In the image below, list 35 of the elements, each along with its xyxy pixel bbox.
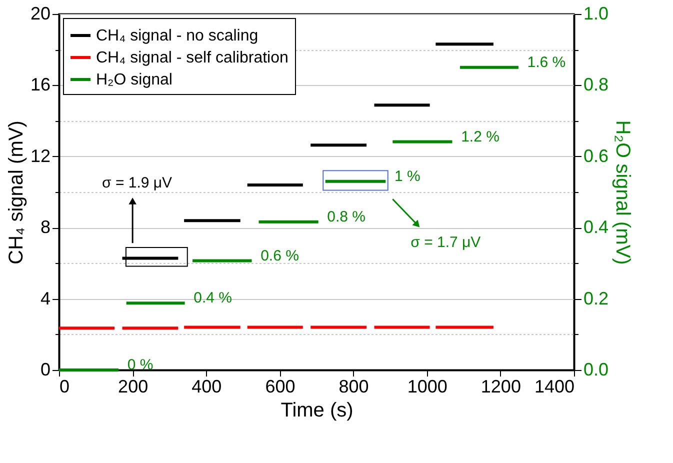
legend-label: H₂O signal [96, 72, 172, 88]
x-tick-label: 400 [192, 376, 222, 396]
x-tick-label: 1000 [407, 376, 448, 396]
y-axis-title: CH₄ signal (mV) [5, 120, 28, 264]
y-tick-label: 4 [40, 288, 50, 308]
annotation: 0.8 % [327, 208, 366, 226]
y-tick-label: 16 [30, 74, 50, 95]
y-tick-label: 8 [40, 217, 50, 238]
x-tick-label: 1400 [534, 376, 574, 396]
y-tick-label: 0 [40, 360, 50, 380]
x-tick-label: 600 [265, 376, 296, 396]
legend-label: CH₄ signal - self calibration [96, 50, 288, 66]
x-tick-label: 200 [118, 376, 148, 396]
y2-tick-label: 0.0 [584, 360, 609, 380]
x-axis-title: Time (s) [280, 400, 354, 422]
y2-tick-label: 0.8 [584, 74, 609, 95]
y2-tick-label: 0.2 [584, 288, 609, 308]
annotation: σ = 1.9 μV [102, 174, 172, 192]
annotation: 0 % [127, 356, 154, 374]
y2-tick-label: 0.4 [584, 217, 609, 238]
y-tick-label: 12 [30, 146, 50, 166]
x-tick-label: 0 [60, 376, 70, 396]
y2-axis-title: H₂O signal (mV) [612, 120, 634, 265]
y-tick-label: 20 [30, 4, 50, 24]
annotation: 1.6 % [527, 54, 566, 72]
legend-label: CH₄ signal - no scaling [96, 28, 258, 44]
annotation: 0.6 % [260, 247, 299, 264]
y2-tick-label: 0.6 [584, 146, 609, 166]
y2-tick-label: 1.0 [584, 4, 609, 24]
annotation: σ = 1.7 μV [410, 234, 481, 251]
x-tick-label: 800 [338, 376, 369, 396]
x-tick-label: 1200 [480, 376, 521, 396]
annotation: 1.2 % [461, 128, 500, 146]
annotation: 0.4 % [194, 290, 232, 307]
annotation: 1 % [394, 168, 420, 185]
